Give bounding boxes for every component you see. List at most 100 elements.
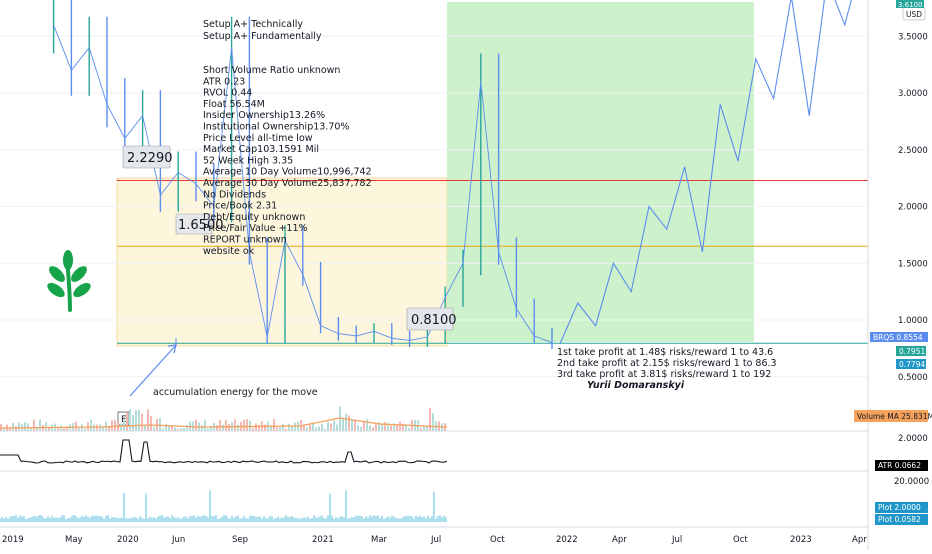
setup-note: Setup A+ Fundamentally — [203, 31, 322, 42]
price-tag-text: 0.7794 — [899, 360, 925, 369]
fundamental-note: ATR 0.23 — [203, 76, 245, 87]
y-tick-label: 0.5000 — [898, 373, 928, 383]
volume-bar — [45, 422, 47, 431]
take-profit-note: 1st take profit at 1.48$ risks/reward 1 … — [557, 347, 773, 358]
volume-bar — [165, 424, 167, 431]
accumulation-note: accumulation energy for the move — [153, 387, 318, 398]
volume-bar — [282, 423, 284, 431]
fundamental-note: 52 Week High 3.35 — [203, 155, 293, 166]
volume-bar — [252, 428, 254, 431]
price-tag-text: BRQS 0.8554 — [873, 333, 923, 342]
volume-bar — [174, 427, 176, 431]
volume-bar — [390, 425, 392, 431]
volume-bar — [132, 414, 134, 431]
volume-bar — [303, 425, 305, 431]
volume-bar — [243, 419, 245, 431]
volume-bar — [258, 425, 260, 431]
volume-bar — [246, 419, 248, 431]
volume-bar — [399, 421, 401, 431]
volume-bar — [18, 422, 20, 431]
volume-bar — [369, 425, 371, 431]
volume-bar — [129, 409, 131, 431]
volume-bar — [201, 425, 203, 431]
volume-bar — [90, 419, 92, 431]
x-tick-label: Mar — [371, 535, 388, 545]
y-axis: 3.5000 3.0000 2.5000 2.0000 1.5000 1.0000 0.50… — [898, 32, 928, 383]
volume-bar — [93, 424, 95, 431]
price-label-high: 2.2290 — [122, 145, 173, 169]
volume-bar — [420, 428, 422, 431]
target-price-text: 3.6100 — [898, 1, 923, 9]
volume-bar — [60, 425, 62, 431]
volume-bar — [309, 424, 311, 431]
volume-bar — [333, 420, 335, 431]
volume-bar — [222, 424, 224, 431]
volume-bar — [195, 419, 197, 431]
volume-bar — [294, 422, 296, 431]
fundamental-note: Insider Ownership13.26% — [203, 110, 325, 121]
volume-bar — [102, 426, 104, 431]
volume-bar — [354, 419, 356, 431]
volume-bar — [327, 421, 329, 431]
volume-bar — [30, 427, 32, 431]
volume-bar — [360, 426, 362, 431]
currency-button[interactable]: USD — [902, 6, 926, 21]
volume-bar — [348, 415, 350, 431]
volume-bar — [315, 427, 317, 431]
volume-bar — [207, 428, 209, 431]
volume-bar — [180, 428, 182, 431]
x-tick-label: Jul — [671, 535, 682, 545]
volume-bar — [363, 421, 365, 431]
volume-bar — [270, 425, 272, 431]
take-profit-note: 3rd take profit at 3.81$ risks/reward 1 … — [557, 369, 771, 380]
volume-bar — [264, 424, 266, 431]
x-tick-label: Oct — [490, 535, 505, 545]
volume-bar — [330, 423, 332, 431]
volume-bar — [393, 423, 395, 431]
volume-bar — [384, 421, 386, 431]
atr-tag — [875, 460, 928, 471]
volume-bar — [108, 426, 110, 431]
volume-ma-tag-text: Volume MA 25.831M — [857, 412, 932, 421]
volume-bar — [336, 424, 338, 431]
fundamental-note: Institutional Ownership13.70% — [203, 122, 349, 133]
volume-bar — [237, 424, 239, 431]
volume-bar — [204, 420, 206, 431]
fundamental-note: website ok — [203, 246, 255, 257]
price-levels — [117, 180, 868, 344]
volume-bar — [372, 427, 374, 431]
volume-bar — [306, 427, 308, 431]
volume-bar — [342, 418, 344, 431]
price-label-high-text: 2.2290 — [127, 151, 173, 166]
volume-bar — [345, 413, 347, 431]
price-tag — [896, 359, 926, 369]
volume-bar — [375, 422, 377, 431]
x-tick-label: Apr — [612, 535, 627, 545]
right-axis-tags: BRQS 0.8554 0.7951 0.7794 Volume MA 25.831M… — [854, 332, 932, 525]
volume-bar — [279, 427, 281, 431]
x-tick-label: 2021 — [312, 535, 334, 545]
volume-bar — [96, 424, 98, 431]
volume-bar — [66, 426, 68, 431]
x-axis: 2019 May 2020 Jun Sep 2021 Mar Jul Oct 2022 Apr Jul… — [2, 535, 867, 545]
volume-bar — [84, 428, 86, 431]
volume-bar — [153, 426, 155, 431]
fundamental-note: Float 56.54M — [203, 99, 265, 110]
x-tick-label: Apr — [852, 535, 867, 545]
target-price-tag: 3.6100 — [896, 0, 924, 9]
volume-bar — [138, 409, 140, 431]
accumulation-arrow — [129, 344, 177, 397]
y-tick-label: 1.0000 — [898, 316, 928, 326]
fundamental-note: Short Volume Ratio unknown — [203, 65, 340, 76]
volume-bar — [285, 428, 287, 431]
x-tick-label: 2019 — [2, 535, 24, 545]
currency-label: USD — [906, 10, 922, 19]
volume-bar — [429, 407, 431, 431]
volume-bar — [381, 423, 383, 431]
volume-bar — [426, 425, 428, 431]
setup-notes: Setup A+ Technically Setup A+ Fundamenta… — [203, 19, 322, 42]
take-profit-note: 2nd take profit at 2.15$ risks/reward 1 … — [557, 358, 777, 369]
x-tick-label: May — [65, 535, 83, 545]
